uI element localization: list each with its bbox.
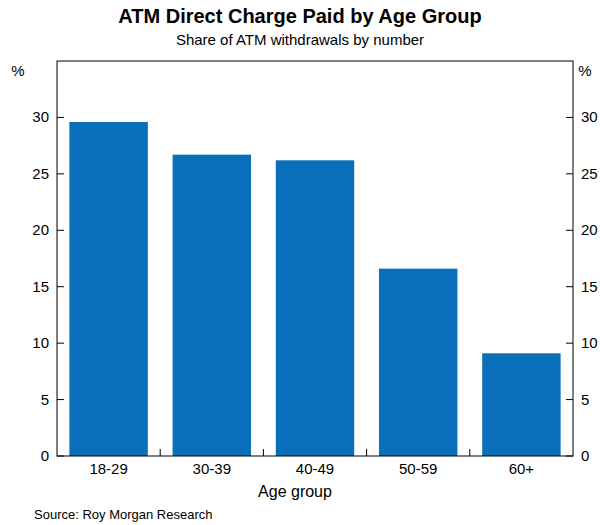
y-tick-right xyxy=(566,230,573,231)
x-tick-label: 40-49 xyxy=(296,460,334,477)
y-tick-label-left: 15 xyxy=(32,278,49,295)
y-tick-label-left: 25 xyxy=(32,165,49,182)
bar xyxy=(379,269,457,456)
y-tick-label-left: 0 xyxy=(41,447,49,464)
y-tick-label-right: 30 xyxy=(581,108,598,125)
y-unit-right: % xyxy=(578,62,591,79)
x-tick xyxy=(469,449,470,456)
y-tick-left xyxy=(57,173,64,174)
x-axis-label: Age group xyxy=(258,483,332,500)
y-tick-right xyxy=(566,399,573,400)
x-tick-label: 30-39 xyxy=(193,460,231,477)
y-tick-left xyxy=(57,286,64,287)
y-tick-label-left: 30 xyxy=(32,108,49,125)
y-tick-label-right: 10 xyxy=(581,334,598,351)
y-tick-label-right: 25 xyxy=(581,165,598,182)
title: ATM Direct Charge Paid by Age Group xyxy=(118,5,481,27)
y-tick-left xyxy=(57,230,64,231)
chart-container: ATM Direct Charge Paid by Age Group Share… xyxy=(0,0,600,525)
x-tick-label: 50-59 xyxy=(399,460,437,477)
source: Source: Roy Morgan Research xyxy=(34,507,212,522)
y-tick-label-right: 15 xyxy=(581,278,598,295)
y-tick-right xyxy=(566,173,573,174)
y-tick-left xyxy=(57,117,64,118)
y-tick-label-right: 5 xyxy=(581,391,589,408)
bar xyxy=(69,122,147,456)
y-tick-label-left: 5 xyxy=(41,391,49,408)
y-tick-label-right: 20 xyxy=(581,221,598,238)
y-unit-left: % xyxy=(11,62,24,79)
x-tick xyxy=(263,449,264,456)
bar xyxy=(482,353,560,456)
x-tick xyxy=(160,449,161,456)
y-tick-left xyxy=(57,399,64,400)
plot-frame xyxy=(57,61,573,456)
x-tick-label: 18-29 xyxy=(89,460,127,477)
y-tick-label-left: 20 xyxy=(32,221,49,238)
y-tick-right xyxy=(566,343,573,344)
bar xyxy=(173,155,251,456)
bar xyxy=(276,160,354,456)
y-tick-label-left: 10 xyxy=(32,334,49,351)
x-tick xyxy=(366,449,367,456)
chart-svg: ATM Direct Charge Paid by Age Group Share… xyxy=(0,0,600,525)
x-tick-label: 60+ xyxy=(509,460,535,477)
subtitle: Share of ATM withdrawals by number xyxy=(176,31,424,48)
y-tick-left xyxy=(57,343,64,344)
y-tick-right xyxy=(566,286,573,287)
y-tick-label-right: 0 xyxy=(581,447,589,464)
y-tick-right xyxy=(566,117,573,118)
